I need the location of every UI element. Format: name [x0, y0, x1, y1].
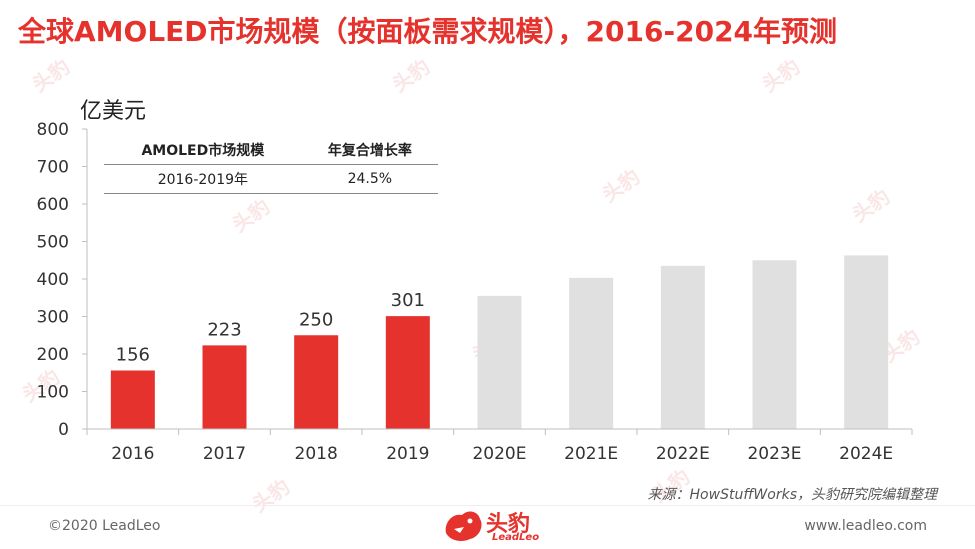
- cagr-table: AMOLED市场规模 年复合增长率 2016-2019年 24.5%: [104, 136, 438, 194]
- y-tick-label: 500: [37, 233, 69, 253]
- bar-2019: [385, 316, 430, 429]
- y-tick-label: 200: [37, 345, 69, 365]
- y-tick-label: 0: [58, 420, 69, 440]
- bar-2021E: [569, 277, 614, 429]
- x-tick-label: 2024E: [839, 444, 893, 464]
- y-tick-label: 800: [37, 120, 69, 140]
- logo-text-cn: 头豹: [486, 512, 531, 537]
- data-label: 223: [207, 319, 241, 340]
- bar-2018: [294, 335, 339, 429]
- copyright: ©2020 LeadLeo: [48, 518, 161, 534]
- data-label: 156: [116, 345, 150, 366]
- bar-2022E: [660, 265, 705, 429]
- x-tick-label: 2022E: [656, 444, 710, 464]
- x-tick-label: 2016: [111, 444, 154, 464]
- bar-2017: [202, 345, 247, 429]
- cagr-value: 24.5%: [301, 164, 438, 194]
- data-label: 301: [391, 290, 425, 311]
- x-tick-label: 2023E: [747, 444, 801, 464]
- x-tick-label: 2019: [386, 444, 429, 464]
- bar-2016: [110, 370, 155, 429]
- y-tick-label: 300: [37, 308, 69, 328]
- x-tick-label: 2021E: [564, 444, 618, 464]
- y-tick-label: 700: [37, 158, 69, 178]
- source-note: 来源：HowStuffWorks，头豹研究院编辑整理: [647, 487, 937, 503]
- website-link[interactable]: www.leadleo.com: [804, 518, 927, 534]
- x-tick-label: 2020E: [472, 444, 526, 464]
- leadleo-logo-icon: [445, 511, 482, 541]
- data-label: 250: [299, 309, 333, 330]
- bar-2024E: [844, 255, 889, 429]
- page-title: 全球AMOLED市场规模（按面板需求规模），2016-2024年预测: [18, 15, 838, 48]
- bar-2020E: [477, 295, 522, 429]
- footer-divider: [0, 505, 975, 506]
- y-tick-label: 400: [37, 270, 69, 290]
- x-tick-label: 2017: [203, 444, 246, 464]
- logo-text-en: LeadLeo: [492, 532, 540, 543]
- x-tick-label: 2018: [295, 444, 338, 464]
- cagr-header-growth-rate: 年复合增长率: [301, 136, 438, 165]
- y-tick-label: 600: [37, 195, 69, 215]
- cagr-period: 2016-2019年: [104, 164, 302, 194]
- y-axis-unit-label: 亿美元: [80, 99, 147, 124]
- bar-2023E: [752, 260, 797, 429]
- cagr-header-market-size: AMOLED市场规模: [104, 136, 302, 165]
- y-tick-label: 100: [37, 383, 69, 403]
